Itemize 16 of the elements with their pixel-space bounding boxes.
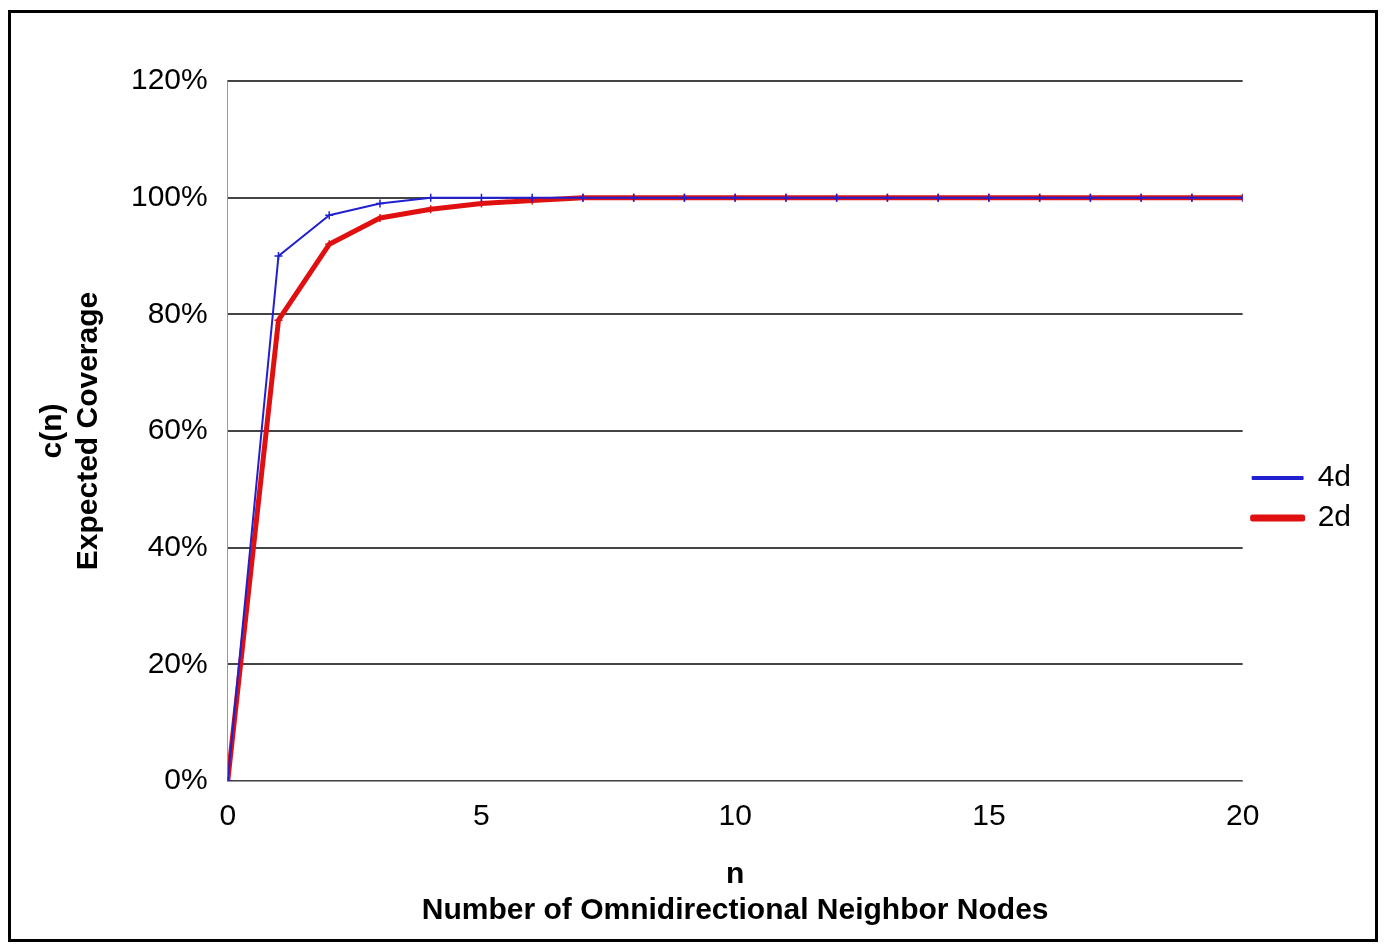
y-tick-label: 80% [147,295,208,329]
x-tick-label: 10 [718,798,752,832]
x-axis-title: n Number of Omnidirectional Neighbor Nodes [421,856,1049,926]
x-tick-label: 20 [1225,798,1260,832]
y-tick-label: 40% [147,528,208,562]
x-tick-label: 0 [219,798,237,832]
legend-label: 2d [1317,499,1352,533]
y-tick-label: 20% [147,645,208,679]
x-tick-label: 15 [972,798,1006,832]
x-tick-label: 5 [473,798,490,832]
y-tick-label: 120% [130,62,208,96]
y-axis-title: c(n) Expected Coverage [34,291,104,571]
y-tick-label: 100% [130,178,208,212]
y-tick-label: 0% [164,762,208,796]
y-tick-label: 60% [147,412,208,446]
legend-label: 4d [1317,459,1352,493]
